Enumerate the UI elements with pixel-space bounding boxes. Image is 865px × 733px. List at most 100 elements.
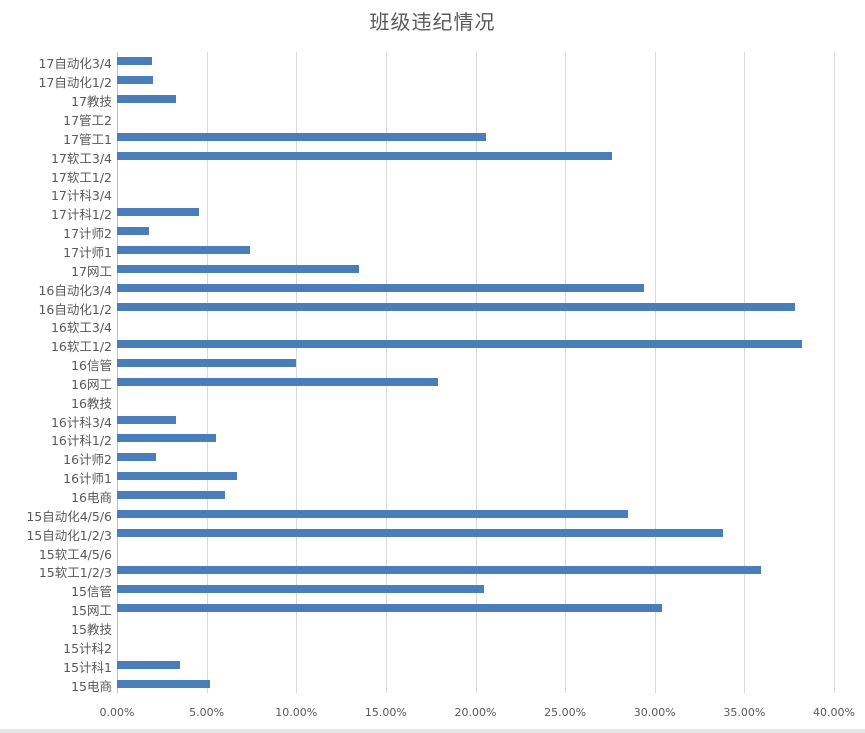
x-tick-label: 30.00%	[633, 706, 676, 719]
bar	[117, 245, 250, 254]
bar-row: 16自动化1/2	[0, 297, 834, 317]
chart-title: 班级违纪情况	[369, 10, 496, 34]
bar-row: 17自动化3/4	[0, 52, 834, 71]
bar-row: 17自动化1/2	[0, 71, 834, 90]
bar-row: 16计师2	[0, 448, 834, 467]
bar-row: 15自动化1/2/3	[0, 523, 834, 543]
bar-row: 15信管	[0, 580, 834, 599]
bar	[117, 359, 297, 368]
bar-row: 15自动化4/5/6	[0, 504, 834, 524]
bar-row: 16电商	[0, 486, 834, 505]
bar-row: 17计师1	[0, 241, 834, 260]
bar-row: 15计科1	[0, 655, 834, 675]
x-tick-label: 0.00%	[99, 706, 135, 719]
plot-area: 17自动化3/4 17自动化1/2 17教技 17管工2 17管工1 17软工3/4 17软…	[26, 52, 835, 694]
bar	[117, 491, 225, 500]
bar	[117, 151, 612, 160]
bar	[117, 377, 438, 386]
category-label: 15软工4/5/6	[38, 546, 112, 562]
category-label: 17软工3/4	[50, 150, 112, 166]
bar	[117, 340, 802, 349]
bottom-border	[0, 729, 865, 733]
bar	[117, 415, 177, 424]
bar-row: 16信管	[0, 354, 834, 373]
bar-row: 17教技	[0, 90, 834, 109]
category-label: 15软工1/2/3	[38, 565, 112, 581]
bar-row: 16计师1	[0, 467, 834, 486]
bar	[117, 76, 153, 85]
bar-row: 16教技	[0, 391, 834, 411]
gridline	[654, 52, 656, 693]
category-label: 16计师1	[63, 471, 112, 487]
category-label: 15信管	[71, 584, 112, 600]
category-label: 16计科1/2	[50, 433, 112, 449]
bar	[117, 227, 150, 236]
y-axis-line	[117, 52, 118, 693]
category-label: 16教技	[71, 395, 112, 411]
bar-row: 16软工1/2	[0, 335, 834, 354]
category-label: 17软工1/2	[50, 169, 112, 185]
category-label: 17管工2	[63, 112, 112, 128]
bar	[117, 132, 487, 141]
bar-row: 17管工1	[0, 127, 834, 147]
x-tick-label: 40.00%	[813, 706, 855, 719]
bar-row: 16网工	[0, 373, 834, 392]
category-label: 17计师2	[63, 226, 112, 242]
category-label: 15自动化4/5/6	[26, 508, 112, 524]
bar-row: 15网工	[0, 599, 834, 618]
gridline	[475, 52, 477, 693]
bar-row: 16计科3/4	[0, 410, 834, 430]
bar	[117, 434, 216, 443]
bar	[117, 472, 238, 481]
bar	[117, 509, 628, 518]
category-label: 16电商	[71, 490, 112, 506]
bar-row: 17计科3/4	[0, 184, 834, 203]
category-label: 15计科2	[63, 640, 112, 656]
x-tick-label: 35.00%	[723, 706, 766, 719]
bar-row: 17计师2	[0, 222, 834, 241]
x-tick-label: 5.00%	[189, 706, 225, 719]
bar-row: 15计科2	[0, 636, 834, 656]
bar-row: 15软工4/5/6	[0, 542, 834, 562]
x-tick-label: 25.00%	[544, 706, 587, 719]
category-label: 16计科3/4	[50, 414, 112, 430]
bar	[117, 604, 662, 613]
category-label: 17网工	[71, 263, 112, 279]
bar-row: 15教技	[0, 618, 834, 637]
bar-row: 16软工3/4	[0, 316, 834, 335]
category-label: 16自动化3/4	[38, 282, 112, 298]
bar-row: 17软工3/4	[0, 146, 834, 166]
category-label: 15教技	[71, 622, 112, 637]
category-label: 17自动化3/4	[38, 56, 112, 72]
bar-row: 17管工2	[0, 109, 834, 128]
bar	[117, 208, 200, 217]
bar-row: 17计科1/2	[0, 203, 834, 222]
bar	[117, 528, 723, 537]
bar	[117, 283, 644, 292]
bar	[117, 453, 157, 462]
category-label: 16软工1/2	[50, 339, 112, 355]
category-label: 15自动化1/2/3	[26, 527, 112, 543]
category-label: 17计科3/4	[50, 188, 112, 204]
bar-row: 16自动化3/4	[0, 278, 834, 298]
category-label: 17管工1	[63, 131, 112, 147]
category-label: 17教技	[71, 94, 112, 110]
bar-row: 15软工1/2/3	[0, 561, 834, 580]
bar	[117, 57, 152, 66]
bar	[117, 302, 795, 311]
bar	[117, 585, 485, 594]
gridline	[385, 52, 387, 693]
bar-row: 16计科1/2	[0, 429, 834, 448]
bar	[117, 264, 359, 273]
bar	[117, 566, 761, 575]
gridline	[296, 52, 298, 693]
bar-row: 17网工	[0, 259, 834, 279]
category-label: 16信管	[71, 358, 112, 374]
category-label: 17计师1	[63, 244, 112, 260]
gridline	[565, 52, 567, 693]
category-label: 15计科1	[63, 659, 112, 675]
category-label: 16计师2	[63, 452, 112, 468]
category-label: 16自动化1/2	[38, 301, 112, 317]
bar	[117, 95, 177, 104]
bar-row: 15电商	[0, 674, 834, 694]
